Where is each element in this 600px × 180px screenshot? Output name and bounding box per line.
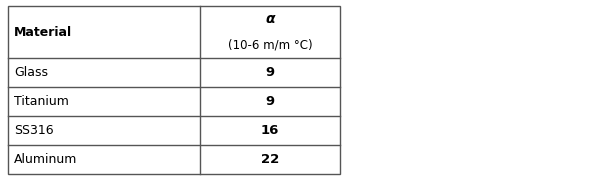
Text: 16: 16 — [261, 124, 279, 137]
Text: Titanium: Titanium — [14, 95, 69, 108]
Text: SS316: SS316 — [14, 124, 53, 137]
Text: 9: 9 — [265, 66, 275, 79]
Text: Glass: Glass — [14, 66, 48, 79]
Text: 9: 9 — [265, 95, 275, 108]
Text: α: α — [265, 12, 275, 26]
Text: (10-6 m/m °C): (10-6 m/m °C) — [227, 38, 313, 51]
Text: 22: 22 — [261, 153, 279, 166]
Bar — [8, 6, 340, 174]
Text: Material: Material — [14, 26, 72, 39]
Text: Aluminum: Aluminum — [14, 153, 77, 166]
